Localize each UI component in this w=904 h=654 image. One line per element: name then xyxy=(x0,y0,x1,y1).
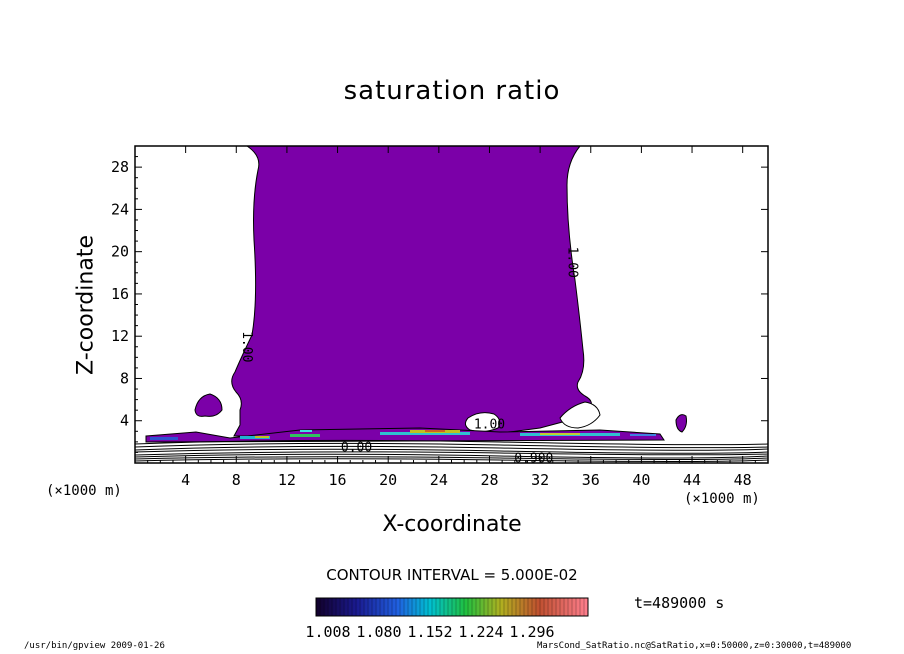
contour-label: 1.00 xyxy=(564,247,579,278)
surface-contours xyxy=(135,439,768,462)
x-axis-label: X-coordinate xyxy=(382,512,522,537)
colorbar-label: 1.008 xyxy=(305,623,350,641)
time-label: t=489000 s xyxy=(634,594,725,612)
x-axis: 4 8 12 16 20 24 28 32 36 40 44 48 xyxy=(147,146,756,489)
footer-program-date: /usr/bin/gpview 2009-01-26 xyxy=(24,641,165,651)
x-tick-label: 48 xyxy=(734,471,752,489)
x-tick-label: 44 xyxy=(683,471,701,489)
contour-labels: 1.00 1.00 1.00 0.900 0.00 xyxy=(239,247,579,466)
colorbar-labels: 1.008 1.080 1.152 1.224 1.296 xyxy=(305,623,554,641)
saturated-blob-left xyxy=(194,393,223,417)
x-tick-label: 16 xyxy=(329,471,347,489)
y-axis: 4 8 12 16 20 24 28 xyxy=(111,156,768,453)
y-tick-label: 20 xyxy=(111,243,129,261)
footer-data-source: MarsCond_SatRatio.nc@SatRatio,x=0:50000,… xyxy=(537,641,852,651)
x-tick-label: 28 xyxy=(480,471,498,489)
x-tick-label: 4 xyxy=(181,471,190,489)
contour-label: 0.900 xyxy=(514,451,553,466)
x-tick-label: 40 xyxy=(632,471,650,489)
colorbar-stripes xyxy=(315,598,585,616)
saturated-region xyxy=(200,146,592,437)
x-unit-left: (×1000 m) xyxy=(46,483,122,499)
y-tick-label: 4 xyxy=(120,412,129,430)
contour-label: 1.00 xyxy=(474,417,505,432)
colorbar-label: 1.080 xyxy=(356,623,401,641)
contour-label: 1.00 xyxy=(239,331,254,362)
y-tick-label: 24 xyxy=(111,200,129,218)
unsaturated-hole-right xyxy=(559,401,601,429)
colorbar-label: 1.296 xyxy=(509,623,554,641)
x-tick-label: 20 xyxy=(379,471,397,489)
high-value-streaks xyxy=(150,430,656,440)
x-tick-label: 12 xyxy=(278,471,296,489)
x-tick-label: 32 xyxy=(531,471,549,489)
saturated-blob-right xyxy=(675,414,687,433)
x-tick-label: 24 xyxy=(430,471,448,489)
unsaturated-hole xyxy=(464,412,501,433)
y-tick-label: 12 xyxy=(111,327,129,345)
x-tick-label: 36 xyxy=(582,471,600,489)
colorbar xyxy=(315,597,589,617)
colorbar-label: 1.152 xyxy=(407,623,452,641)
y-tick-label: 16 xyxy=(111,285,129,303)
chart-title: saturation ratio xyxy=(343,76,561,106)
contour-interval-label: CONTOUR INTERVAL = 5.000E-02 xyxy=(326,566,578,584)
y-tick-label: 8 xyxy=(120,369,129,387)
x-tick-label: 8 xyxy=(232,471,241,489)
colorbar-label: 1.224 xyxy=(458,623,503,641)
y-axis-label: Z-coordinate xyxy=(73,235,99,375)
contour-label: 0.00 xyxy=(341,441,372,456)
y-tick-label: 28 xyxy=(111,158,129,176)
x-unit-right: (×1000 m) xyxy=(684,491,760,507)
plot-area: 1.00 1.00 1.00 0.900 0.00 xyxy=(135,146,768,466)
